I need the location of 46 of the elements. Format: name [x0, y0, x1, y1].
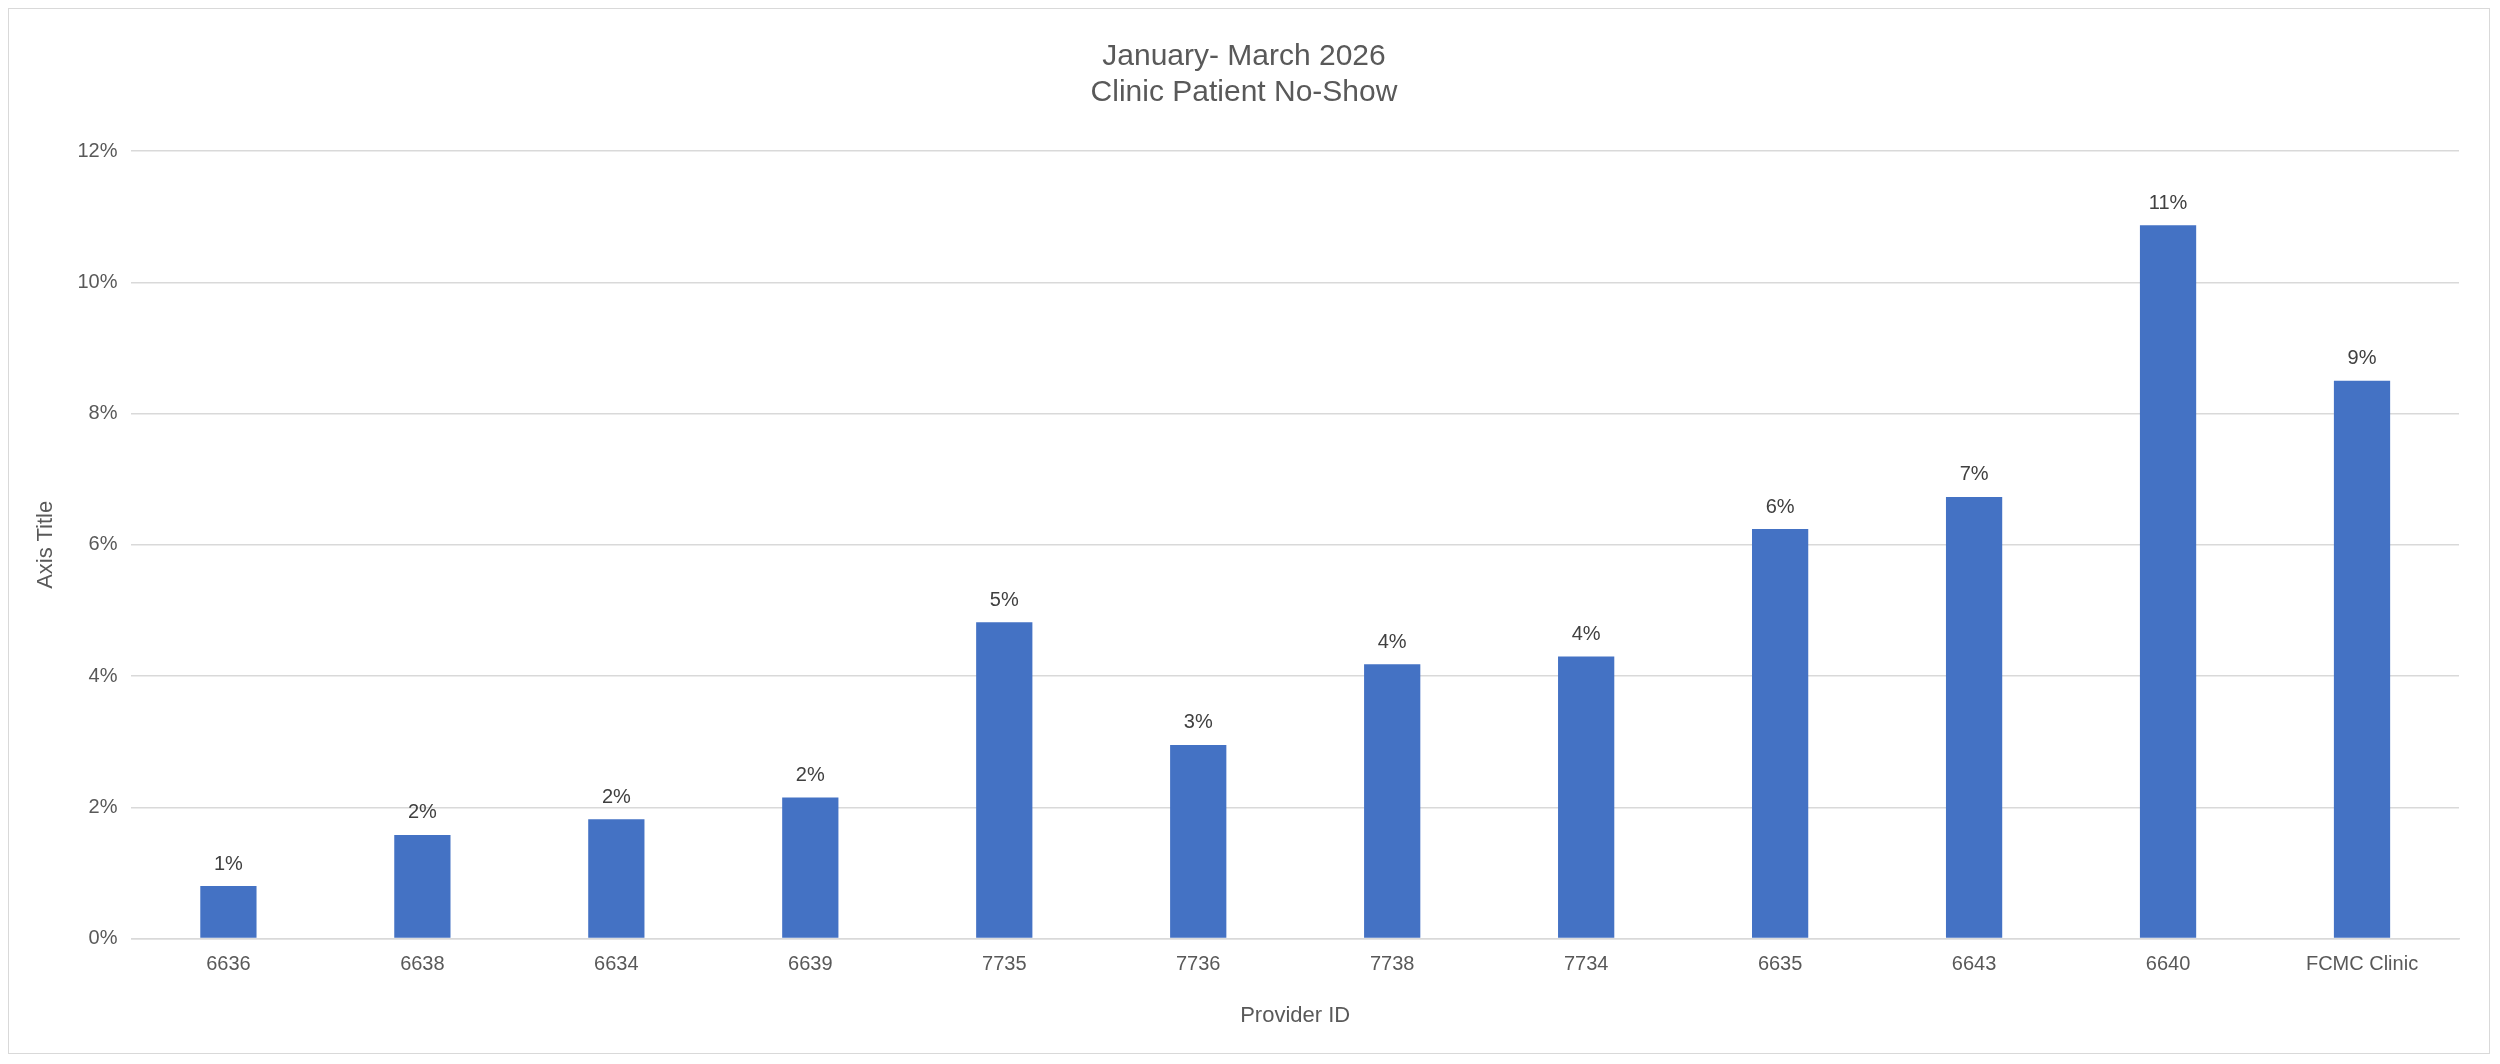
data-label: 2% — [795, 763, 825, 785]
data-label: 7% — [1959, 462, 1989, 485]
data-label: 5% — [989, 587, 1019, 610]
chart-title: January- March 2026 Clinic Patient No-Show — [1090, 38, 1398, 108]
data-label: 4% — [1377, 629, 1407, 652]
bar — [394, 834, 451, 938]
y-tick-label: 10% — [77, 269, 118, 292]
data-label: 2% — [407, 800, 438, 823]
x-tick-label: 7735 — [982, 952, 1027, 975]
x-tick-label: 6639 — [788, 952, 833, 975]
x-tick-label: 6638 — [400, 952, 445, 975]
y-tick-label: 12% — [77, 138, 118, 161]
x-tick-label: 6643 — [1951, 952, 1997, 975]
bar — [1558, 656, 1615, 938]
y-tick-label: 0% — [88, 926, 118, 949]
data-label: 6% — [1765, 494, 1795, 517]
data-label: 3% — [1183, 710, 1213, 733]
bar — [588, 819, 645, 938]
x-tick-label: 6636 — [206, 952, 251, 975]
x-tick-label: 7736 — [1175, 952, 1221, 975]
x-axis-title: Provider ID — [1240, 1001, 1351, 1027]
bar — [2333, 380, 2391, 938]
y-tick-label: 4% — [88, 663, 118, 686]
y-tick-label: 8% — [88, 401, 118, 424]
y-tick-label: 6% — [88, 532, 118, 555]
x-tick-label: 7734 — [1563, 952, 1609, 975]
y-tick-label: 2% — [88, 794, 118, 817]
x-tick-label: 6634 — [594, 952, 639, 975]
bar — [1752, 529, 1809, 938]
x-tick-label: 6635 — [1757, 952, 1803, 975]
x-tick-label: FCMC Clinic — [2305, 952, 2419, 975]
bar — [1945, 496, 2003, 938]
bar — [782, 797, 839, 938]
bar — [200, 886, 257, 938]
data-label: 2% — [601, 784, 632, 807]
data-label: 9% — [2347, 346, 2377, 369]
bar — [1364, 664, 1421, 938]
y-axis-title: Axis Title — [32, 500, 58, 589]
x-tick-label: 7738 — [1369, 952, 1415, 975]
data-label: 11% — [2148, 190, 2188, 213]
bar — [976, 622, 1033, 938]
data-label: 1% — [213, 851, 244, 874]
data-label: 4% — [1571, 621, 1601, 644]
bar — [2139, 225, 2197, 938]
x-tick-label: 6640 — [2145, 952, 2191, 975]
bar — [1170, 744, 1227, 938]
